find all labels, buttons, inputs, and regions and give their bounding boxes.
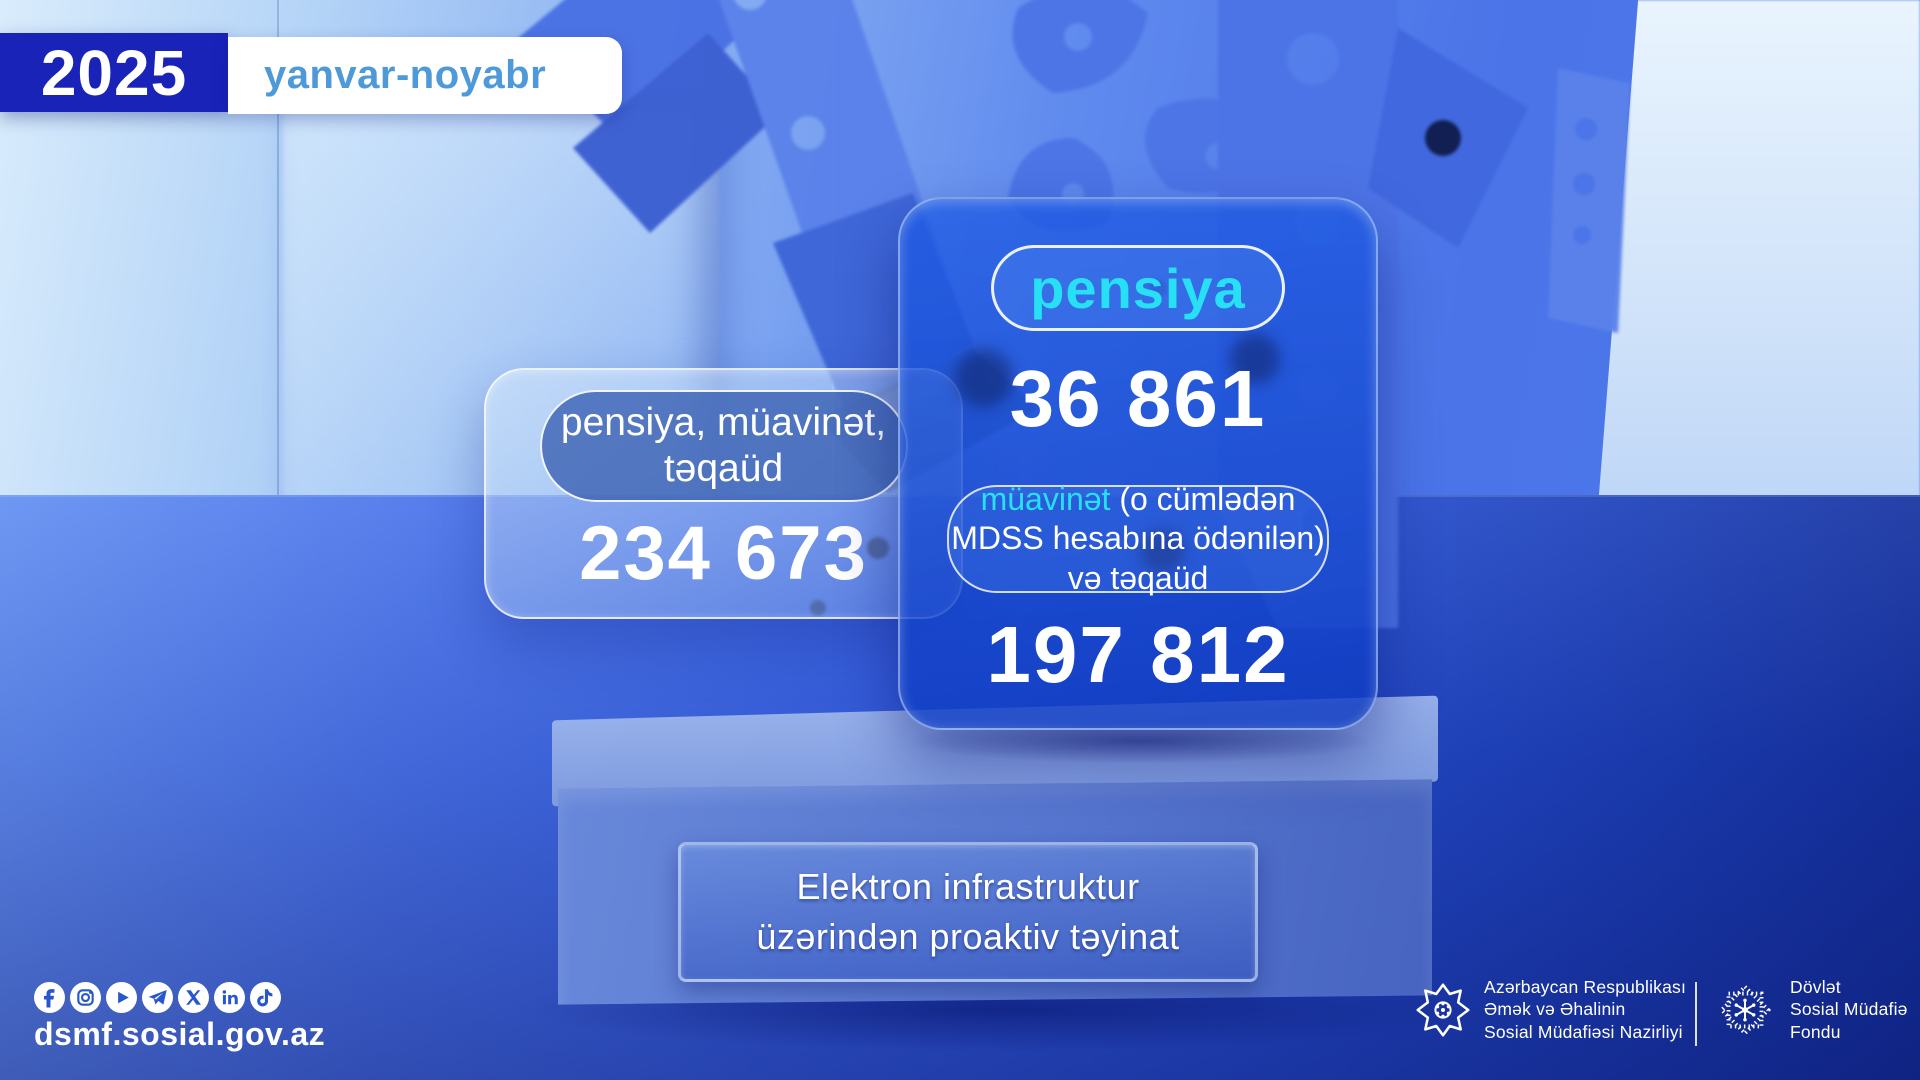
ministry-emblem-icon [1416, 983, 1470, 1037]
ministry-line1: Azərbaycan Respublikası [1484, 977, 1687, 997]
fund-line1: Dövlət [1790, 977, 1841, 997]
pension-label: pensiya [1030, 256, 1246, 320]
ministry-block: Azərbaycan Respublikası Əmək və Əhalinin… [1416, 976, 1686, 1043]
combined-label-line1: pensiya, müavinət, [560, 401, 887, 445]
social-icons-row [34, 982, 281, 1013]
combined-label-line2: təqaüd [663, 447, 784, 490]
period-badge: yanvar-noyabr [228, 37, 622, 114]
pension-value: 36 861 [1009, 354, 1267, 443]
fund-emblem-icon [1718, 983, 1772, 1036]
pension-label-pill: pensiya [991, 245, 1285, 331]
combined-payments-value: 234 673 [579, 511, 868, 596]
wall-seam-left [277, 0, 279, 498]
ministry-line3: Sosial Müdafiəsi Nazirliyi [1484, 1021, 1683, 1042]
fund-block: Dövlət Sosial Müdafiə Fondu [1714, 976, 1908, 1043]
fund-line2: Sosial Müdafiə [1790, 999, 1908, 1020]
linkedin-icon[interactable] [214, 982, 245, 1013]
allowance-label-pill: müavinət (o cümlədən MDSS hesabına ödəni… [947, 481, 1329, 596]
instagram-icon[interactable] [70, 982, 101, 1013]
facebook-icon[interactable] [34, 982, 65, 1013]
wall-panel-right [1596, 0, 1920, 532]
combined-payments-label-pill: pensiya, müavinət, təqaüd [539, 390, 908, 502]
allowance-value: 197 812 [986, 610, 1290, 699]
footer-divider [1695, 982, 1697, 1046]
glass-blur-dot [1230, 334, 1280, 384]
x-icon[interactable] [178, 982, 209, 1013]
tiktok-icon[interactable] [250, 982, 281, 1013]
combined-payments-card: pensiya, müavinət, təqaüd 234 673 [484, 368, 963, 619]
fund-text: Dövlət Sosial Müdafiə Fondu [1790, 976, 1908, 1043]
plaque-caption-line2: üzərindən proaktiv təyinat [756, 916, 1180, 957]
website-url[interactable]: dsmf.sosial.gov.az [34, 1016, 326, 1052]
pension-card: pensiya 36 861 müavinət (o cümlədən MDSS… [898, 197, 1378, 730]
glass-blur-dot [1140, 529, 1184, 573]
allowance-label-line3: və təqaüd [1067, 559, 1209, 596]
ministry-text: Azərbaycan Respublikası Əmək və Əhalinin… [1484, 976, 1686, 1043]
ministry-line2: Əmək və Əhalinin [1484, 999, 1626, 1020]
allowance-label-line2: MDSS hesabına ödənilən) [951, 520, 1325, 557]
youtube-icon[interactable] [106, 982, 137, 1013]
allowance-label-line1: müavinət (o cümlədən [980, 481, 1296, 518]
glass-blur-dot [955, 349, 1013, 407]
telegram-icon[interactable] [142, 982, 173, 1013]
fund-line3: Fondu [1790, 1021, 1841, 1042]
year-label: 2025 [40, 36, 188, 109]
plaque-caption-line1: Elektron infrastruktur [796, 866, 1140, 908]
period-label: yanvar-noyabr [264, 53, 547, 97]
pedestal-plaque: Elektron infrastruktur üzərindən proakti… [678, 842, 1258, 982]
year-badge: 2025 [0, 33, 228, 112]
